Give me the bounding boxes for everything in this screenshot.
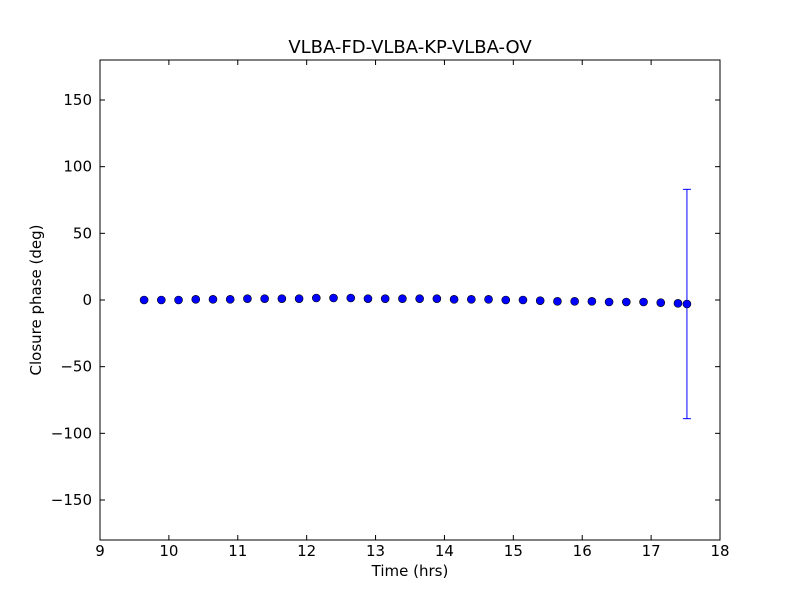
data-point: [622, 297, 631, 307]
data-point: [467, 295, 476, 304]
data-point: [174, 295, 183, 305]
data-point: [294, 294, 304, 303]
x-axis-ticks: 9 10 11 12 13 14 15 16 17 18: [95, 60, 730, 560]
data-point: [639, 297, 648, 307]
data-point: [380, 294, 390, 303]
data-point: [139, 295, 149, 305]
data-point: [587, 297, 597, 306]
data-point: [260, 294, 269, 303]
x-tick-label: 9: [95, 542, 105, 560]
y-tick-label: 0: [82, 291, 92, 309]
data-point: [363, 294, 373, 303]
data-point: [535, 296, 545, 305]
data-point: [346, 293, 356, 303]
data-markers: [139, 293, 692, 309]
x-tick-label: 15: [504, 542, 523, 560]
data-point: [432, 294, 442, 303]
data-point: [604, 297, 614, 307]
x-tick-label: 14: [435, 542, 454, 560]
data-point: [484, 295, 493, 304]
x-tick-label: 16: [573, 542, 592, 560]
y-tick-label: −100: [51, 424, 92, 442]
x-tick-label: 17: [642, 542, 661, 560]
data-point: [553, 297, 562, 306]
data-point: [157, 295, 166, 305]
data-point: [329, 293, 338, 303]
y-axis-label: Closure phase (deg): [27, 225, 45, 376]
data-point: [570, 297, 579, 306]
x-tick-label: 13: [366, 542, 385, 560]
data-point: [398, 294, 407, 303]
x-tick-label: 18: [710, 542, 729, 560]
x-tick-label: 12: [297, 542, 316, 560]
y-tick-label: 50: [73, 224, 92, 242]
x-tick-label: 11: [228, 542, 247, 560]
data-point: [243, 294, 252, 303]
y-tick-label: 100: [63, 158, 92, 176]
data-point: [191, 295, 201, 304]
data-point: [501, 295, 511, 305]
y-tick-label: −150: [51, 491, 92, 509]
y-axis-ticks: −150 −100 −50 0 50 100 150: [51, 91, 720, 509]
data-point: [208, 295, 218, 304]
data-point: [673, 299, 683, 308]
data-point: [518, 295, 528, 305]
y-tick-label: 150: [63, 91, 92, 109]
x-axis-label: Time (hrs): [371, 562, 449, 580]
data-point: [277, 294, 287, 303]
data-point: [682, 299, 692, 309]
y-tick-label: −50: [60, 358, 92, 376]
chart-title: VLBA-FD-VLBA-KP-VLBA-OV: [288, 37, 532, 58]
data-point: [656, 298, 666, 307]
data-point: [312, 293, 321, 303]
x-tick-label: 10: [159, 542, 178, 560]
data-point: [449, 295, 459, 304]
data-point: [225, 295, 235, 304]
data-point: [415, 294, 424, 303]
